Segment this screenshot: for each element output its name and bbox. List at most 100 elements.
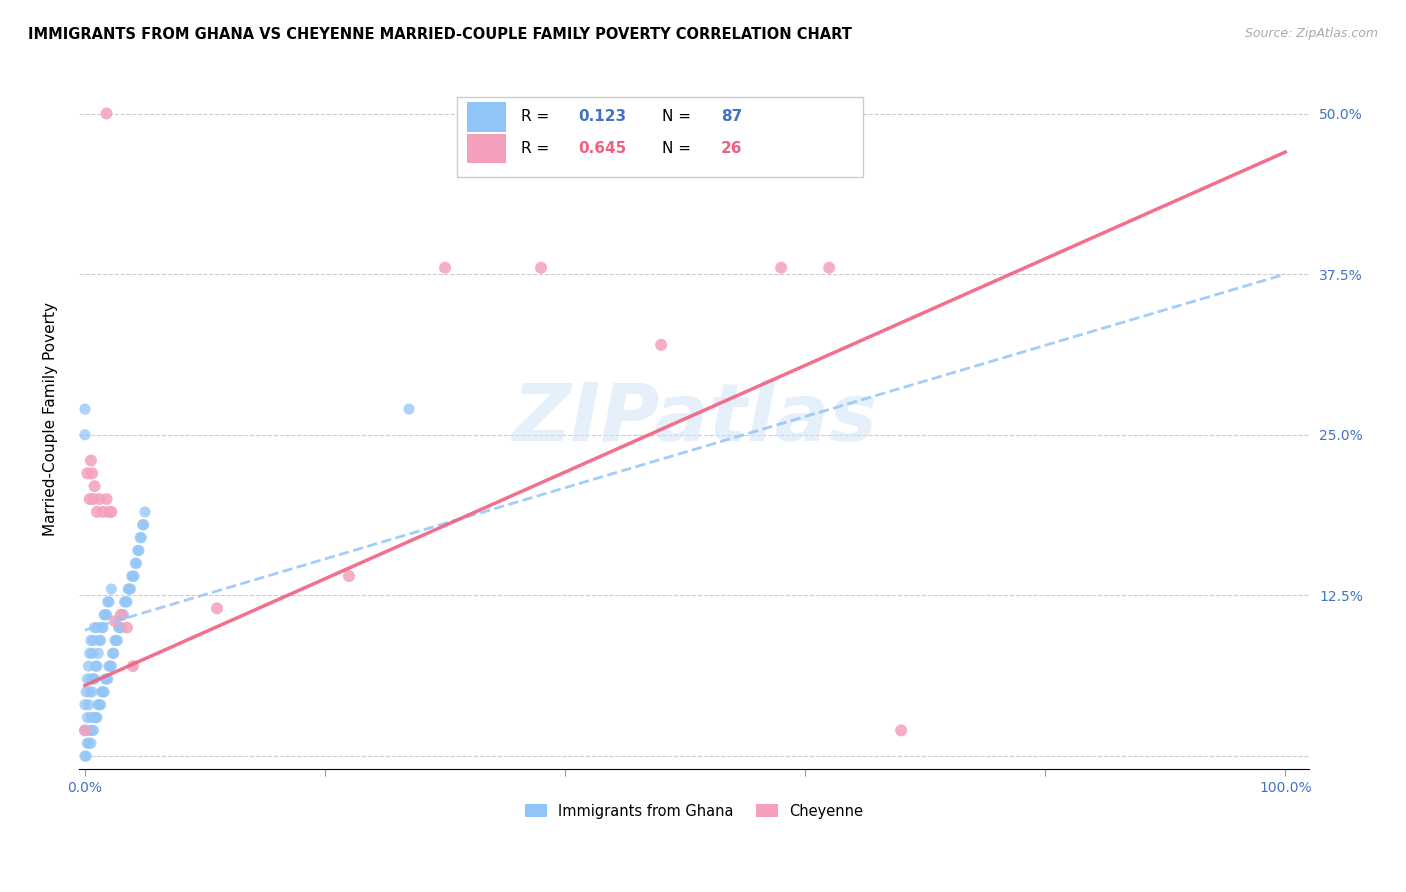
Point xyxy=(105,633,128,648)
Point xyxy=(82,672,104,686)
Point xyxy=(82,633,104,648)
FancyBboxPatch shape xyxy=(467,134,506,163)
FancyBboxPatch shape xyxy=(467,103,506,131)
Point xyxy=(73,723,96,738)
Point xyxy=(87,646,110,660)
Point xyxy=(90,698,112,712)
Point xyxy=(205,601,228,615)
Point xyxy=(124,557,146,571)
Point xyxy=(132,517,155,532)
Y-axis label: Married-Couple Family Poverty: Married-Couple Family Poverty xyxy=(44,301,58,536)
Point xyxy=(86,505,108,519)
Point xyxy=(122,659,145,673)
Point xyxy=(110,607,132,622)
Point xyxy=(87,698,110,712)
Point xyxy=(79,723,101,738)
Point xyxy=(818,260,841,275)
Point xyxy=(96,607,118,622)
Text: 26: 26 xyxy=(721,141,742,156)
Point xyxy=(115,595,138,609)
Point xyxy=(89,698,111,712)
Point xyxy=(122,569,145,583)
Point xyxy=(770,260,793,275)
Point xyxy=(104,633,127,648)
Point xyxy=(127,543,149,558)
Point xyxy=(94,672,117,686)
Text: ZIPatlas: ZIPatlas xyxy=(512,380,876,458)
Point xyxy=(76,672,98,686)
Point xyxy=(77,698,100,712)
Point xyxy=(83,710,105,724)
Point xyxy=(80,736,103,750)
Text: N =: N = xyxy=(662,110,696,124)
Point xyxy=(84,710,107,724)
Point xyxy=(80,672,103,686)
Point xyxy=(97,659,120,673)
Point xyxy=(83,672,105,686)
Point xyxy=(125,557,148,571)
Point xyxy=(80,710,103,724)
Point xyxy=(96,672,118,686)
Point xyxy=(115,621,138,635)
Point xyxy=(90,621,112,635)
Point xyxy=(110,621,132,635)
Point xyxy=(131,531,153,545)
Point xyxy=(73,698,96,712)
Point xyxy=(100,582,122,596)
Point xyxy=(82,723,104,738)
Legend: Immigrants from Ghana, Cheyenne: Immigrants from Ghana, Cheyenne xyxy=(519,798,869,825)
Point xyxy=(890,723,912,738)
Point xyxy=(131,517,153,532)
Point xyxy=(100,659,122,673)
Text: N =: N = xyxy=(662,141,696,156)
Point xyxy=(93,685,115,699)
Point xyxy=(75,685,97,699)
Point xyxy=(111,607,134,622)
Point xyxy=(89,491,111,506)
Point xyxy=(96,106,118,120)
Point xyxy=(80,453,103,467)
Point xyxy=(73,749,96,764)
Point xyxy=(97,595,120,609)
FancyBboxPatch shape xyxy=(457,96,863,178)
Point xyxy=(77,659,100,673)
Point xyxy=(107,621,129,635)
Point xyxy=(97,672,120,686)
Point xyxy=(91,685,114,699)
Point xyxy=(79,646,101,660)
Point xyxy=(76,736,98,750)
Point xyxy=(76,710,98,724)
Point xyxy=(90,633,112,648)
Point xyxy=(114,595,136,609)
Point xyxy=(91,621,114,635)
Point xyxy=(75,749,97,764)
Point xyxy=(82,491,104,506)
Point xyxy=(114,595,136,609)
Point xyxy=(103,646,125,660)
Text: 87: 87 xyxy=(721,110,742,124)
Point xyxy=(94,607,117,622)
Point xyxy=(97,595,120,609)
Point xyxy=(101,646,124,660)
Text: 0.645: 0.645 xyxy=(578,141,627,156)
Point xyxy=(97,505,120,519)
Point xyxy=(100,505,122,519)
Text: R =: R = xyxy=(520,141,554,156)
Point xyxy=(82,685,104,699)
Point xyxy=(86,710,108,724)
Point xyxy=(82,467,104,481)
Point xyxy=(104,614,127,628)
Point xyxy=(128,543,150,558)
Text: IMMIGRANTS FROM GHANA VS CHEYENNE MARRIED-COUPLE FAMILY POVERTY CORRELATION CHAR: IMMIGRANTS FROM GHANA VS CHEYENNE MARRIE… xyxy=(28,27,852,42)
Point xyxy=(76,467,98,481)
Point xyxy=(73,723,96,738)
Point xyxy=(84,659,107,673)
Point xyxy=(120,582,142,596)
Point xyxy=(89,633,111,648)
Point xyxy=(77,736,100,750)
Point xyxy=(98,659,121,673)
Point xyxy=(112,607,135,622)
Point xyxy=(86,621,108,635)
Point xyxy=(82,723,104,738)
Text: R =: R = xyxy=(520,110,554,124)
